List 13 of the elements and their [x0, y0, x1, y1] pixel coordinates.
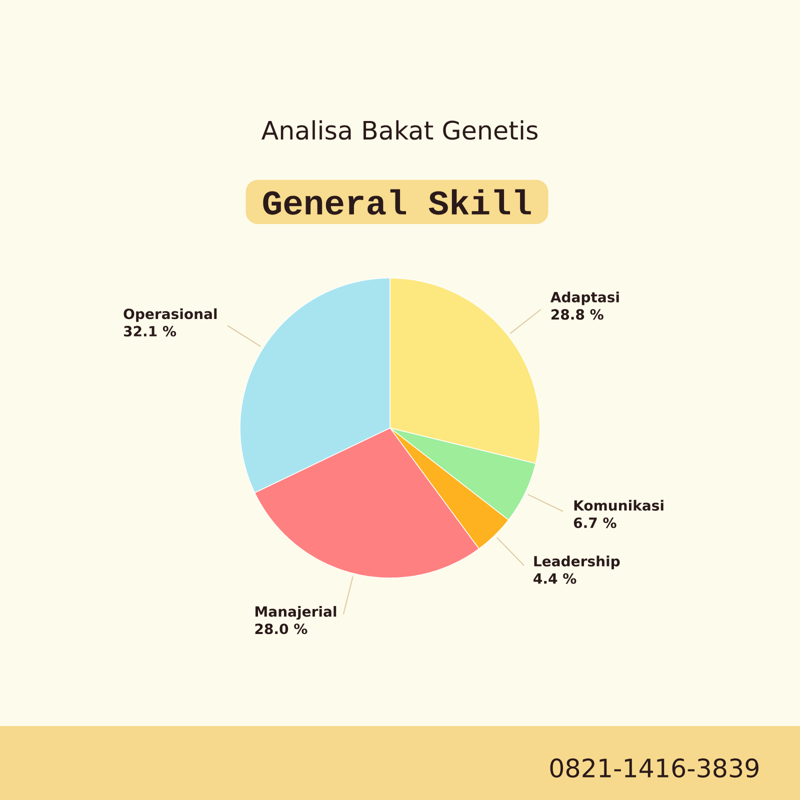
text: 0821-1416-3839	[550, 758, 758, 778]
data-label: 4.4 %	[534, 573, 576, 584]
chart-title: Analisa Bakat Genetis	[261, 120, 538, 140]
slice-label: Leadership	[534, 556, 620, 570]
slice-label: Adaptasi	[550, 292, 619, 306]
data-label: 28.0 %	[255, 624, 308, 634]
data-label: 32.1 %	[124, 326, 176, 336]
data-label: 28.8 %	[552, 309, 604, 320]
chart-subtitle: General Skill	[263, 189, 531, 215]
slice-label: Manajerial	[256, 606, 336, 620]
slice-label: Operasional	[124, 308, 217, 322]
data-label: 6.7 %	[574, 517, 616, 528]
slice-label: Komunikasi	[574, 500, 664, 511]
